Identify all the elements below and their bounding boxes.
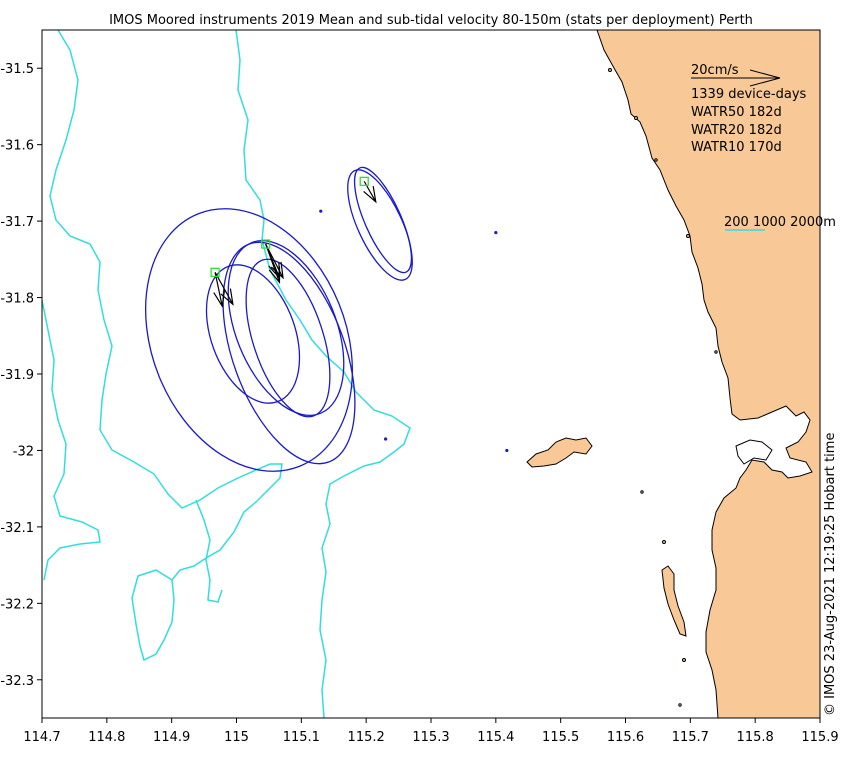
velocity-arrow [363,181,377,204]
y-tick-label: -31.7 [0,215,34,230]
isobath-1000m [49,30,283,662]
y-tick-label: -31.6 [0,139,34,154]
x-tick-label: 114.7 [23,730,60,745]
velocity-arrow [265,243,284,280]
islets [608,68,718,707]
island-garden [661,565,687,637]
y-tick-label: -31.9 [0,368,34,383]
y-tick-label: -32.2 [0,597,34,612]
velocity-arrow [213,272,226,308]
mooring-marker [210,267,220,277]
isobath-2000m-b [195,499,223,603]
ellipse-watr20-b [227,240,345,416]
x-tick-label: 115.1 [283,730,320,745]
x-tick-label: 115.2 [348,730,385,745]
isobath-200m [235,30,411,718]
estuary [735,439,773,465]
y-axis: -31.5 -31.6 -31.7 -31.8 -31.9 -32 -32.1 -32.2 -3… [0,62,42,689]
deployment-2: WATR10 170d [691,140,782,155]
scale-arrow [691,69,781,87]
site-dot [505,448,509,453]
ellipse-watr10-b [353,166,413,274]
deployment-1: WATR20 182d [691,123,782,138]
y-tick-label: -32.3 [0,674,34,689]
x-tick-label: 115 [224,730,249,745]
ellipse-watr10-a [347,169,413,281]
x-axis: 114.7 114.8 114.9 115 115.1 115.2 115.3 115.4 11… [23,718,839,745]
map-title: IMOS Moored instruments 2019 Mean and su… [109,13,753,28]
land-mainland [596,30,820,718]
deployment-0: WATR50 182d [691,105,782,120]
mooring-marker [359,176,369,187]
ellipse-watr20-a [222,241,356,465]
ellipse-watr20-c [245,258,331,418]
isobath-legend: 200 1000 2000m [724,215,836,230]
legend: 20cm/s 1339 device-days WATR50 182d WATR… [691,63,836,231]
site-dot [494,230,498,235]
y-tick-label: -31.8 [0,292,34,307]
isobath-2000m [42,299,101,581]
scale-label: 20cm/s [691,63,739,78]
velocity-arrow [214,272,234,306]
x-tick-label: 115.3 [412,730,449,745]
x-tick-label: 115.7 [672,730,709,745]
x-tick-label: 114.8 [88,730,125,745]
isobaths [42,30,411,718]
x-tick-label: 115.9 [801,730,838,745]
y-tick-label: -31.5 [0,62,34,77]
mean-velocity-arrows [213,181,377,308]
x-tick-label: 115.4 [477,730,514,745]
ellipse-watr50-a [144,208,354,472]
y-tick-label: -32 [13,444,34,459]
mooring-markers [210,176,369,277]
y-tick-label: -32.1 [0,521,34,536]
variance-ellipses [144,166,413,472]
x-tick-label: 114.9 [153,730,190,745]
site-dot [384,437,388,441]
island-rottnest [526,437,593,468]
mooring-marker [261,239,271,249]
credit: © IMOS 23-Aug-2021 12:19:25 Hobart time [823,433,838,716]
device-days: 1339 device-days [691,87,807,102]
x-tick-label: 115.8 [737,730,774,745]
x-tick-label: 115.6 [607,730,644,745]
other-sites [319,209,509,453]
x-tick-label: 115.5 [542,730,579,745]
ellipse-watr50-b [205,264,301,404]
site-dot [319,209,323,213]
